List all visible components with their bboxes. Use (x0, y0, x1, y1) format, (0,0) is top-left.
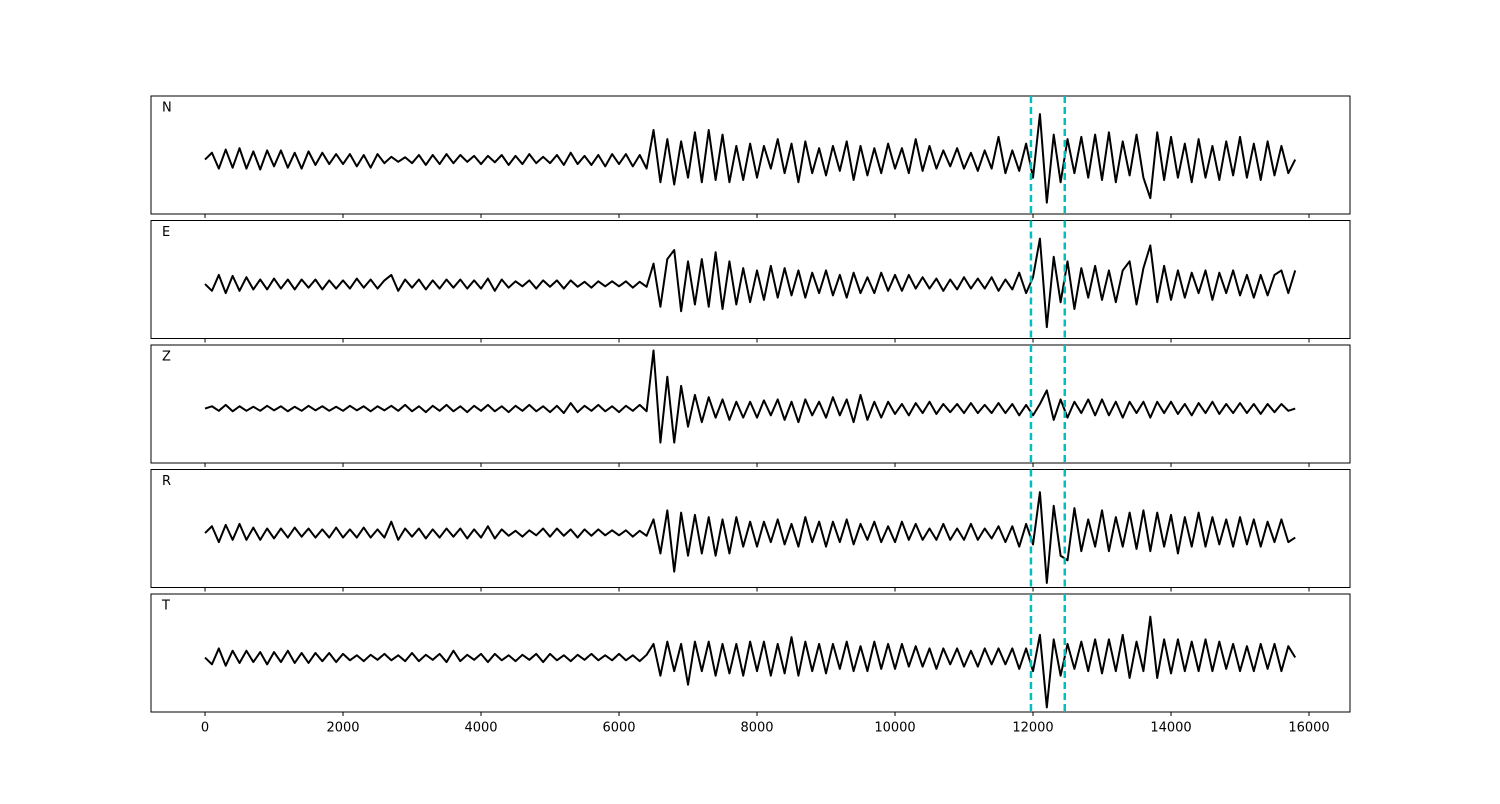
panel-frame (150, 220, 1351, 339)
panel-frame (150, 469, 1351, 588)
panel-frame (150, 95, 1351, 215)
x-tick-label: 10000 (874, 721, 915, 736)
panel-label: N (162, 101, 172, 116)
panel-frame (150, 593, 1351, 713)
trace (204, 113, 1297, 204)
trace (204, 491, 1296, 584)
x-tick-label: 6000 (602, 721, 635, 736)
x-tick-label: 12000 (1012, 721, 1053, 736)
panel-label: E (162, 225, 170, 240)
x-tick-label: 16000 (1288, 721, 1329, 736)
x-tick-label: 14000 (1150, 721, 1191, 736)
x-tick-label: 8000 (740, 721, 773, 736)
panel-label: Z (162, 350, 171, 365)
trace (204, 237, 1297, 329)
x-tick-label: 4000 (464, 721, 497, 736)
x-tick-label: 0 (201, 721, 209, 736)
panel-label: R (162, 474, 171, 489)
x-tick-label: 2000 (326, 721, 359, 736)
panel-frame (150, 344, 1351, 464)
trace (204, 615, 1297, 709)
panel-label: T (161, 599, 170, 614)
trace (204, 349, 1296, 444)
